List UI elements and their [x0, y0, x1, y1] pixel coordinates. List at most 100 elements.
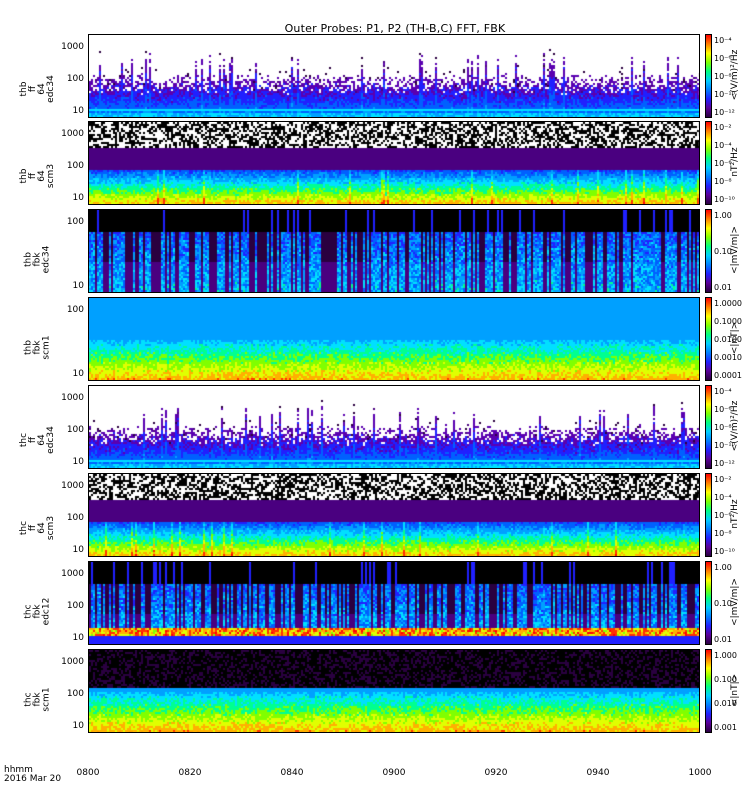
colorbar-tick-label: 10⁻¹² [714, 459, 735, 468]
y-tick-label: 100 [66, 305, 84, 315]
y-tick-label: 100 [66, 689, 84, 699]
x-tick-label: 0800 [76, 768, 100, 778]
panel-ylabel-8: thc fbk scm1 [23, 687, 52, 712]
spectrogram-panel-1 [88, 34, 700, 118]
colorbar-tick-label: 0.10 [714, 599, 732, 608]
colorbar-tick-label: 10⁻⁴ [714, 493, 732, 502]
panel-ylabel-6: thc ff 64 scm3 [19, 515, 56, 541]
y-tick-label: 10 [72, 281, 84, 291]
colorbar-unit-label: <|mV/m|> [730, 226, 740, 274]
y-tick-label: 10 [72, 193, 84, 203]
colorbar-unit-label: <|nT|> [730, 321, 740, 355]
colorbar-tick-label: 0.01 [714, 283, 732, 292]
colorbar-tick-label: 0.010 [714, 699, 737, 708]
spectrogram-image-5 [89, 386, 699, 468]
x-tick-label: 1000 [688, 768, 712, 778]
y-tick-label: 1000 [61, 42, 84, 52]
colorbar-tick-label: 0.01 [714, 635, 732, 644]
x-tick-label: 0920 [484, 768, 508, 778]
colorbar-unit-label: nT²/Hz [730, 147, 740, 177]
x-tick-label: 0900 [382, 768, 406, 778]
colorbar-tick-label: 10⁻⁸ [714, 72, 732, 81]
y-tick-label: 10 [72, 369, 84, 379]
y-tick-label: 1000 [61, 569, 84, 579]
time-format-label: hhmm [4, 765, 33, 775]
y-tick-label: 10 [72, 457, 84, 467]
colorbar-tick-label: 10⁻¹⁰ [714, 547, 735, 556]
panel-ylabel-4: thb fbk scm1 [23, 335, 52, 360]
colorbar-5 [705, 385, 712, 469]
spectrogram-image-1 [89, 35, 699, 117]
colorbar-2 [705, 121, 712, 205]
colorbar-tick-label: 10⁻⁶ [714, 54, 732, 63]
spectrogram-image-8 [89, 650, 699, 732]
y-tick-label: 100 [66, 425, 84, 435]
y-tick-label: 100 [66, 161, 84, 171]
panel-ylabel-1: thb ff 64 edc34 [19, 75, 56, 103]
colorbar-tick-label: 0.001 [714, 723, 737, 732]
colorbar-8 [705, 649, 712, 733]
y-tick-label: 10 [72, 633, 84, 643]
colorbar-tick-label: 10⁻⁴ [714, 141, 732, 150]
spectrogram-image-7 [89, 562, 699, 644]
colorbar-tick-label: 0.0010 [714, 353, 742, 362]
spectrogram-panel-2 [88, 121, 700, 205]
colorbar-7 [705, 561, 712, 645]
colorbar-unit-label: <|nT|> [730, 673, 740, 707]
spectrogram-panel-4 [88, 297, 700, 381]
colorbar-4 [705, 297, 712, 381]
y-tick-label: 100 [66, 74, 84, 84]
colorbar-tick-label: 10⁻⁶ [714, 159, 732, 168]
colorbar-tick-label: 1.0000 [714, 299, 742, 308]
y-tick-label: 1000 [61, 481, 84, 491]
spectrogram-panel-7 [88, 561, 700, 645]
colorbar-tick-label: 10⁻¹² [714, 108, 735, 117]
colorbar-tick-label: 10⁻¹⁰ [714, 441, 735, 450]
x-tick-label: 0940 [586, 768, 610, 778]
spectrogram-image-4 [89, 298, 699, 380]
colorbar-tick-label: 10⁻⁶ [714, 511, 732, 520]
colorbar-tick-label: 1.000 [714, 651, 737, 660]
spectrogram-image-6 [89, 474, 699, 556]
y-tick-label: 10 [72, 545, 84, 555]
colorbar-tick-label: 10⁻¹⁰ [714, 195, 735, 204]
y-tick-label: 100 [66, 601, 84, 611]
panel-ylabel-7: thc fbk edc12 [23, 597, 52, 626]
colorbar-tick-label: 10⁻¹⁰ [714, 90, 735, 99]
spectrogram-image-2 [89, 122, 699, 204]
spectrogram-panel-5 [88, 385, 700, 469]
spectrogram-image-3 [89, 210, 699, 292]
colorbar-1 [705, 34, 712, 118]
colorbar-tick-label: 0.0100 [714, 335, 742, 344]
colorbar-unit-label: <(V/m)²/Hz [730, 400, 740, 452]
y-tick-label: 10 [72, 721, 84, 731]
colorbar-tick-label: 10⁻² [714, 123, 732, 132]
x-tick-label: 0820 [178, 768, 202, 778]
colorbar-tick-label: 10⁻⁴ [714, 387, 732, 396]
x-tick-label: 0840 [280, 768, 304, 778]
colorbar-tick-label: 10⁻⁶ [714, 405, 732, 414]
spectrogram-panel-3 [88, 209, 700, 293]
y-tick-label: 10 [72, 106, 84, 116]
y-tick-label: 1000 [61, 129, 84, 139]
colorbar-tick-label: 0.10 [714, 247, 732, 256]
colorbar-unit-label: nT²/Hz [730, 499, 740, 529]
colorbar-3 [705, 209, 712, 293]
y-tick-label: 1000 [61, 393, 84, 403]
y-tick-label: 1000 [61, 657, 84, 667]
colorbar-tick-label: 0.100 [714, 675, 737, 684]
colorbar-tick-label: 10⁻⁸ [714, 177, 732, 186]
colorbar-unit-label: <|mV/m|> [730, 578, 740, 626]
colorbar-tick-label: 10⁻² [714, 475, 732, 484]
y-tick-label: 100 [66, 217, 84, 227]
colorbar-tick-label: 0.1000 [714, 317, 742, 326]
spectrogram-panel-8 [88, 649, 700, 733]
panel-ylabel-5: thc ff 64 edc34 [19, 426, 56, 454]
chart-title: Outer Probes: P1, P2 (TH-B,C) FFT, FBK [284, 22, 506, 35]
panel-ylabel-2: thb ff 64 scm3 [19, 163, 56, 189]
y-tick-label: 100 [66, 513, 84, 523]
colorbar-tick-label: 10⁻⁴ [714, 36, 732, 45]
colorbar-tick-label: 1.00 [714, 211, 732, 220]
colorbar-6 [705, 473, 712, 557]
colorbar-tick-label: 0.0001 [714, 371, 742, 380]
